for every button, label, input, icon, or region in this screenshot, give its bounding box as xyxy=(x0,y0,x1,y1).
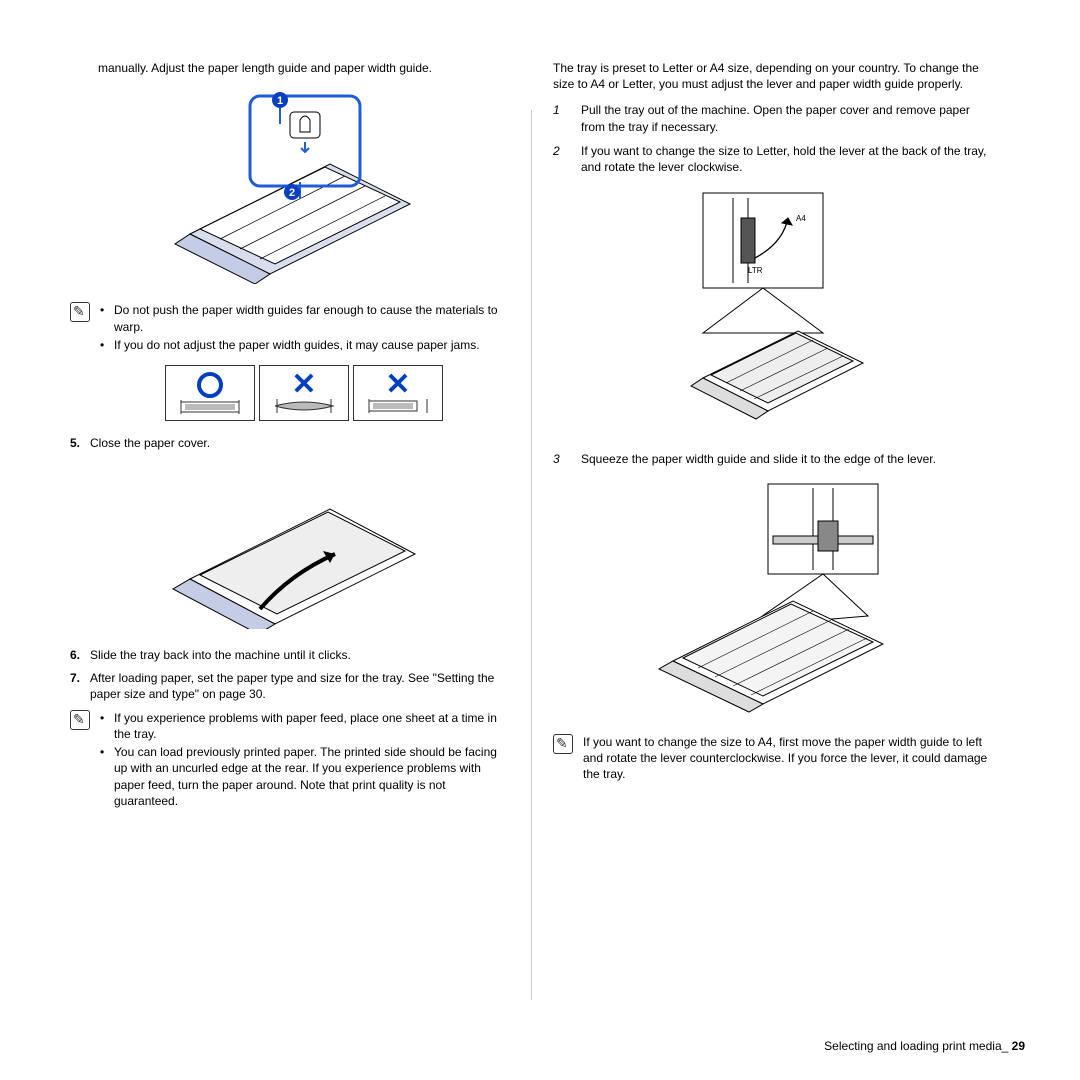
step-text: Squeeze the paper width guide and slide … xyxy=(581,451,993,467)
intro-text: manually. Adjust the paper length guide … xyxy=(98,60,510,76)
figure-close-cover xyxy=(70,459,510,633)
step-number: 5. xyxy=(70,435,90,451)
step-number: 1 xyxy=(553,102,581,134)
label-ltr: LTR xyxy=(748,266,763,275)
figure-guide-correctness: ✕ ✕ xyxy=(98,365,510,421)
label-a4: A4 xyxy=(796,214,806,223)
note-bullet: If you experience problems with paper fe… xyxy=(114,710,510,742)
intro-text-right: The tray is preset to Letter or A4 size,… xyxy=(553,60,993,92)
figure-tray-guides: 1 2 xyxy=(70,84,510,288)
svg-text:2: 2 xyxy=(289,187,295,199)
step-text: Slide the tray back into the machine unt… xyxy=(90,647,510,663)
step-text: Close the paper cover. xyxy=(90,435,510,451)
step-text: Pull the tray out of the machine. Open t… xyxy=(581,102,993,134)
figure-squeeze-guide xyxy=(553,476,993,720)
note-text: If you want to change the size to A4, fi… xyxy=(583,734,993,783)
step-number: 2 xyxy=(553,143,581,175)
note-icon xyxy=(70,710,90,730)
note-bullet: You can load previously printed paper. T… xyxy=(114,744,510,809)
step-text: If you want to change the size to Letter… xyxy=(581,143,993,175)
note-icon xyxy=(70,302,90,322)
svg-text:1: 1 xyxy=(277,95,283,107)
step-number: 7. xyxy=(70,670,90,702)
footer-page-number: 29 xyxy=(1012,1039,1025,1053)
note-a4-warning: If you want to change the size to A4, fi… xyxy=(553,734,993,783)
step-number: 3 xyxy=(553,451,581,467)
note-guides-warning: •Do not push the paper width guides far … xyxy=(70,302,510,355)
figure-lever-rotate: A4 LTR xyxy=(553,183,993,437)
note-bullet: Do not push the paper width guides far e… xyxy=(114,302,510,334)
note-bullet: If you do not adjust the paper width gui… xyxy=(114,337,510,353)
step-text: After loading paper, set the paper type … xyxy=(90,670,510,702)
step-number: 6. xyxy=(70,647,90,663)
note-icon xyxy=(553,734,573,754)
page-footer: Selecting and loading print media_ 29 xyxy=(824,1038,1025,1054)
footer-section: Selecting and loading print media_ xyxy=(824,1039,1008,1053)
note-feed-tips: •If you experience problems with paper f… xyxy=(70,710,510,811)
